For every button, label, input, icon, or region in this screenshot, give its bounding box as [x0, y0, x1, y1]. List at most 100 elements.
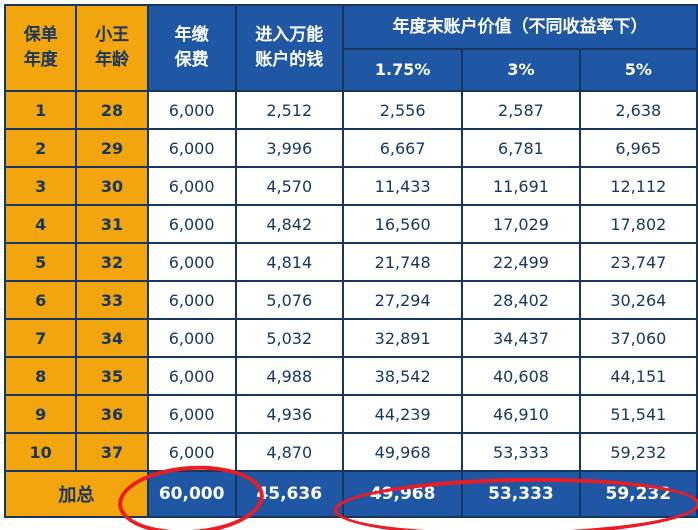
cell-premium: 6,000	[146, 394, 237, 434]
cell-value-3: 11,691	[461, 166, 581, 206]
cell-value-5: 12,112	[578, 166, 698, 206]
table-row: 6 33 6,000 5,076 27,294 28,402 30,264	[3, 280, 698, 320]
table-body: 1 28 6,000 2,512 2,556 2,587 2,638 2 29 6,000 3,99…	[3, 90, 698, 472]
cell-age: 30	[75, 166, 149, 206]
cell-into-account: 4,870	[234, 432, 344, 472]
cell-value-175: 11,433	[341, 166, 464, 206]
cell-value-175: 32,891	[341, 318, 464, 358]
table-row: 3 30 6,000 4,570 11,433 11,691 12,112	[3, 166, 698, 206]
header-policy-year: 保单 年度	[3, 4, 78, 92]
total-value-5: 59,232	[578, 470, 698, 518]
cell-premium: 6,000	[146, 280, 237, 320]
cell-policy-year: 1	[3, 90, 78, 130]
cell-into-account: 4,988	[234, 356, 344, 396]
cell-policy-year: 4	[3, 204, 78, 244]
cell-value-5: 51,541	[578, 394, 698, 434]
cell-value-175: 44,239	[341, 394, 464, 434]
cell-age: 37	[75, 432, 149, 472]
table-row: 10 37 6,000 4,870 49,968 53,333 59,232	[3, 432, 698, 472]
cell-value-3: 17,029	[461, 204, 581, 244]
table-row: 7 34 6,000 5,032 32,891 34,437 37,060	[3, 318, 698, 358]
cell-value-5: 2,638	[578, 90, 698, 130]
table-row: 8 35 6,000 4,988 38,542 40,608 44,151	[3, 356, 698, 396]
total-value-175: 49,968	[341, 470, 464, 518]
total-value-3: 53,333	[461, 470, 581, 518]
cell-policy-year: 3	[3, 166, 78, 206]
total-into-account: 45,636	[234, 470, 344, 518]
cell-premium: 6,000	[146, 432, 237, 472]
cell-age: 29	[75, 128, 149, 168]
cell-value-5: 23,747	[578, 242, 698, 282]
cell-value-3: 22,499	[461, 242, 581, 282]
cell-value-3: 2,587	[461, 90, 581, 130]
cell-value-3: 46,910	[461, 394, 581, 434]
cell-into-account: 5,076	[234, 280, 344, 320]
cell-value-5: 37,060	[578, 318, 698, 358]
cell-policy-year: 2	[3, 128, 78, 168]
cell-premium: 6,000	[146, 242, 237, 282]
cell-value-3: 53,333	[461, 432, 581, 472]
table-row: 9 36 6,000 4,936 44,239 46,910 51,541	[3, 394, 698, 434]
header-rate-175: 1.75%	[341, 48, 464, 92]
cell-value-5: 17,802	[578, 204, 698, 244]
header-premium: 年缴 保费	[146, 4, 237, 92]
cell-policy-year: 7	[3, 318, 78, 358]
cell-age: 33	[75, 280, 149, 320]
header-value-group: 年度末账户价值（不同收益率下）	[341, 4, 698, 50]
table-header: 保单 年度 小王 年龄 年缴 保费 进入万能 账户的钱 年度末账户价值（不同收益…	[3, 4, 698, 92]
cell-into-account: 3,996	[234, 128, 344, 168]
cell-into-account: 4,570	[234, 166, 344, 206]
cell-premium: 6,000	[146, 90, 237, 130]
cell-into-account: 4,814	[234, 242, 344, 282]
cell-premium: 6,000	[146, 204, 237, 244]
cell-value-5: 6,965	[578, 128, 698, 168]
header-into-account: 进入万能 账户的钱	[234, 4, 344, 92]
cell-value-3: 6,781	[461, 128, 581, 168]
cell-policy-year: 9	[3, 394, 78, 434]
cell-value-5: 59,232	[578, 432, 698, 472]
header-age: 小王 年龄	[75, 4, 149, 92]
total-row: 加总 60,000 45,636 49,968 53,333 59,232	[4, 470, 698, 518]
table-footer: 加总 60,000 45,636 49,968 53,333 59,232	[4, 470, 698, 518]
cell-value-175: 49,968	[341, 432, 464, 472]
cell-policy-year: 10	[3, 432, 78, 472]
cell-age: 28	[75, 90, 149, 130]
table-row: 5 32 6,000 4,814 21,748 22,499 23,747	[3, 242, 698, 282]
policy-value-table: 保单 年度 小王 年龄 年缴 保费 进入万能 账户的钱 年度末账户价值（不同收益…	[3, 4, 698, 518]
cell-value-5: 44,151	[578, 356, 698, 396]
cell-premium: 6,000	[146, 128, 237, 168]
cell-value-175: 21,748	[341, 242, 464, 282]
cell-premium: 6,000	[146, 356, 237, 396]
cell-age: 36	[75, 394, 149, 434]
cell-value-5: 30,264	[578, 280, 698, 320]
table-row: 2 29 6,000 3,996 6,667 6,781 6,965	[3, 128, 698, 168]
cell-policy-year: 8	[3, 356, 78, 396]
cell-value-3: 28,402	[461, 280, 581, 320]
cell-into-account: 5,032	[234, 318, 344, 358]
cell-age: 32	[75, 242, 149, 282]
cell-into-account: 4,936	[234, 394, 344, 434]
total-premium: 60,000	[146, 470, 237, 518]
cell-value-3: 34,437	[461, 318, 581, 358]
cell-into-account: 2,512	[234, 90, 344, 130]
header-rate-5: 5%	[578, 48, 698, 92]
cell-value-175: 38,542	[341, 356, 464, 396]
cell-value-175: 16,560	[341, 204, 464, 244]
cell-age: 31	[75, 204, 149, 244]
cell-premium: 6,000	[146, 166, 237, 206]
table-row: 1 28 6,000 2,512 2,556 2,587 2,638	[3, 90, 698, 130]
table-row: 4 31 6,000 4,842 16,560 17,029 17,802	[3, 204, 698, 244]
cell-value-175: 2,556	[341, 90, 464, 130]
cell-policy-year: 6	[3, 280, 78, 320]
header-rate-3: 3%	[461, 48, 581, 92]
cell-policy-year: 5	[3, 242, 78, 282]
cell-premium: 6,000	[146, 318, 237, 358]
cell-value-3: 40,608	[461, 356, 581, 396]
cell-value-175: 27,294	[341, 280, 464, 320]
cell-age: 34	[75, 318, 149, 358]
cell-age: 35	[75, 356, 149, 396]
cell-into-account: 4,842	[234, 204, 344, 244]
total-label: 加总	[4, 470, 149, 518]
cell-value-175: 6,667	[341, 128, 464, 168]
